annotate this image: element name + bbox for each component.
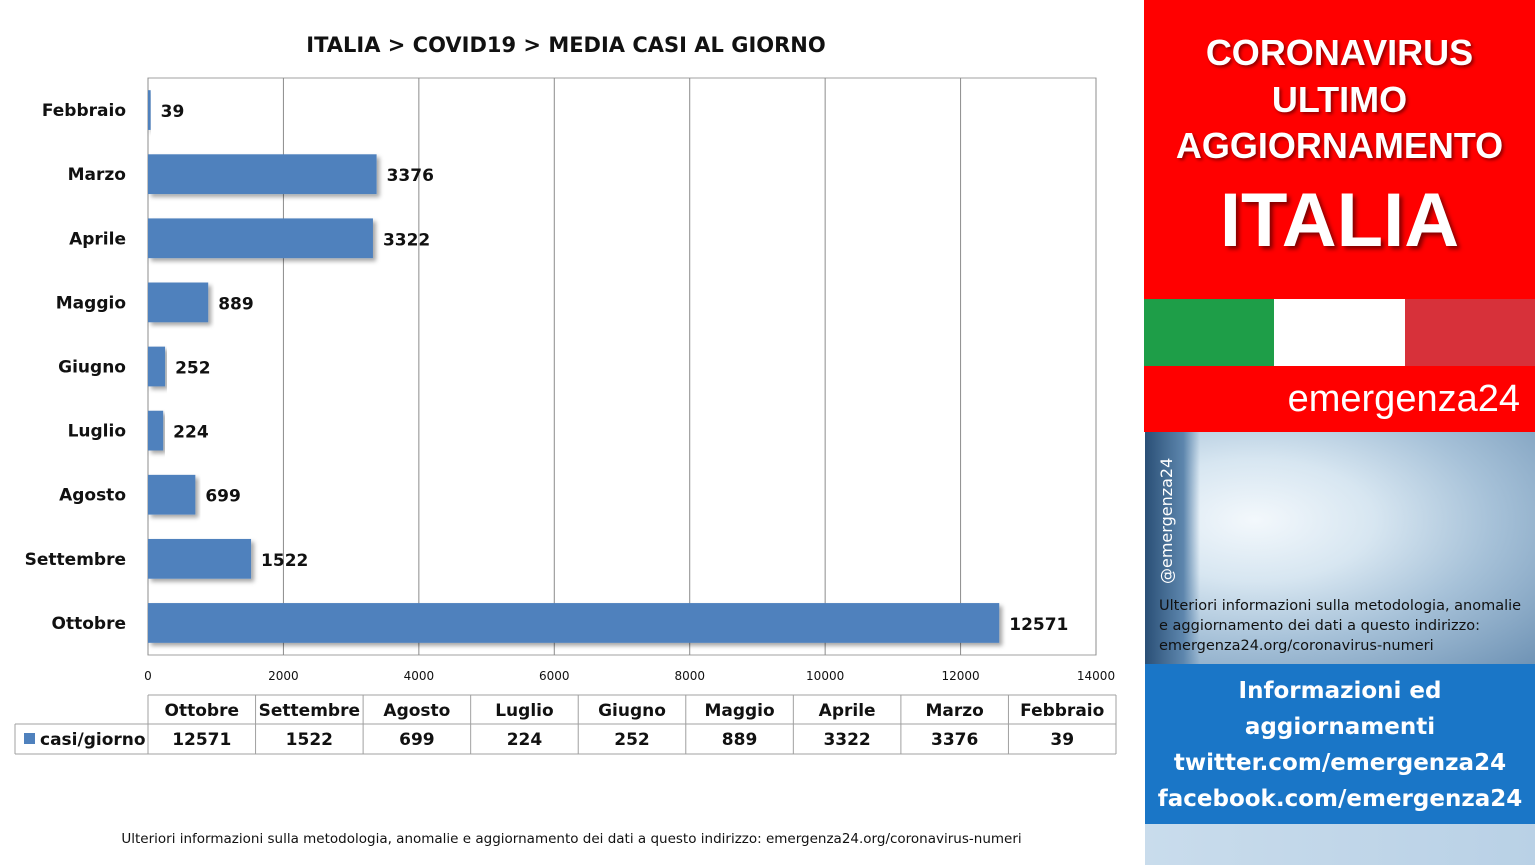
category-label: Febbraio (42, 101, 126, 121)
footer-note: Ulteriori informazioni sulla metodologia… (121, 831, 1022, 847)
x-tick-label: 4000 (404, 669, 435, 683)
value-label: 699 (205, 487, 241, 507)
table-row-label: casi/giorno (40, 730, 146, 750)
value-label: 3376 (387, 166, 434, 186)
table-header: Maggio (704, 701, 774, 721)
twitter-link[interactable]: twitter.com/emergenza24 (1173, 750, 1507, 776)
brand-name: emergenza24 (1144, 366, 1535, 432)
bar-settembre (148, 538, 252, 579)
category-label: Aprile (69, 229, 126, 249)
bar-aprile (148, 218, 373, 259)
info-line-1: Informazioni ed (1238, 678, 1442, 704)
x-tick-label: 12000 (941, 669, 979, 683)
table-header: Febbraio (1020, 701, 1104, 721)
bar-marzo (148, 154, 377, 195)
table-header: Ottobre (165, 701, 239, 721)
value-label: 252 (175, 359, 211, 379)
x-axis-ticks: 0 2000 4000 6000 8000 10000 12000 14000 (144, 669, 1115, 683)
category-label: Settembre (25, 550, 126, 570)
background-photo (1145, 432, 1535, 664)
x-tick-label: 2000 (268, 669, 299, 683)
table-header: Luglio (495, 701, 553, 721)
bar-maggio (148, 282, 209, 323)
bar-luglio (148, 410, 164, 451)
table-header: Agosto (383, 701, 450, 721)
italian-flag (1144, 299, 1535, 366)
flag-green-stripe (1144, 299, 1275, 366)
category-label: Marzo (68, 165, 126, 185)
photo-shade (1145, 432, 1200, 664)
category-label: Ottobre (52, 614, 126, 634)
chart-area: ITALIA > COVID19 > MEDIA CASI AL GIORNO … (14, 33, 1117, 755)
category-label: Luglio (68, 422, 126, 442)
data-table: Ottobre 12571 Settembre 1522 Agosto 699 Luglio… (14, 694, 1117, 755)
info-line-2: aggiornamenti (1244, 714, 1436, 740)
headline-country: ITALIA (1219, 178, 1460, 263)
value-label: 889 (218, 294, 254, 314)
table-value: 39 (1050, 730, 1074, 750)
chart-title: ITALIA > COVID19 > MEDIA CASI AL GIORNO (306, 33, 825, 57)
table-value: 12571 (172, 730, 231, 750)
bar-giugno (148, 346, 166, 387)
headline-line-1: CORONAVIRUS (1205, 32, 1474, 73)
value-label: 39 (161, 102, 185, 122)
facebook-link[interactable]: facebook.com/emergenza24 (1157, 786, 1523, 812)
headline-box: CORONAVIRUS ULTIMO AGGIORNAMENTO ITALIA (1144, 0, 1535, 299)
value-label: 12571 (1009, 615, 1068, 635)
table-value: 3376 (931, 730, 978, 750)
table-value: 1522 (286, 730, 333, 750)
category-label: Maggio (56, 293, 126, 313)
value-label: 3322 (383, 230, 430, 250)
table-header: Marzo (925, 701, 983, 721)
legend-swatch (24, 733, 35, 744)
bars (148, 90, 1000, 643)
bar-febbraio (148, 90, 151, 130)
x-tick-label: 14000 (1077, 669, 1115, 683)
social-handle: @emergenza24 (1157, 457, 1176, 584)
bar-agosto (148, 474, 196, 515)
table-header: Aprile (819, 701, 876, 721)
info-box: Informazioni ed aggiornamenti twitter.co… (1145, 664, 1535, 824)
table-value: 3322 (823, 730, 870, 750)
table-value: 889 (722, 730, 758, 750)
x-tick-label: 6000 (539, 669, 570, 683)
table-value: 699 (399, 730, 435, 750)
photo-note: Ulteriori informazioni sulla metodologia… (1159, 598, 1522, 654)
value-label: 1522 (261, 551, 308, 571)
value-label: 224 (173, 423, 209, 443)
bar-ottobre (148, 603, 1000, 643)
table-value: 224 (507, 730, 543, 750)
bottom-photo-strip (1145, 824, 1535, 865)
category-label: Giugno (58, 358, 126, 378)
category-labels: Febbraio Marzo Aprile Maggio Giugno Luglio Ago… (25, 101, 126, 634)
table-header: Settembre (259, 701, 360, 721)
x-tick-label: 0 (144, 669, 152, 683)
x-tick-label: 10000 (806, 669, 844, 683)
category-label: Agosto (59, 486, 126, 506)
flag-red-stripe (1404, 299, 1535, 366)
table-header: Giugno (598, 701, 666, 721)
headline-line-3: AGGIORNAMENTO (1175, 125, 1504, 166)
table-value: 252 (614, 730, 650, 750)
x-tick-label: 8000 (674, 669, 705, 683)
value-labels: 39 3376 3322 889 252 224 699 1522 12571 (161, 102, 1069, 635)
headline-line-2: ULTIMO (1271, 79, 1408, 120)
flag-white-stripe (1274, 299, 1405, 366)
